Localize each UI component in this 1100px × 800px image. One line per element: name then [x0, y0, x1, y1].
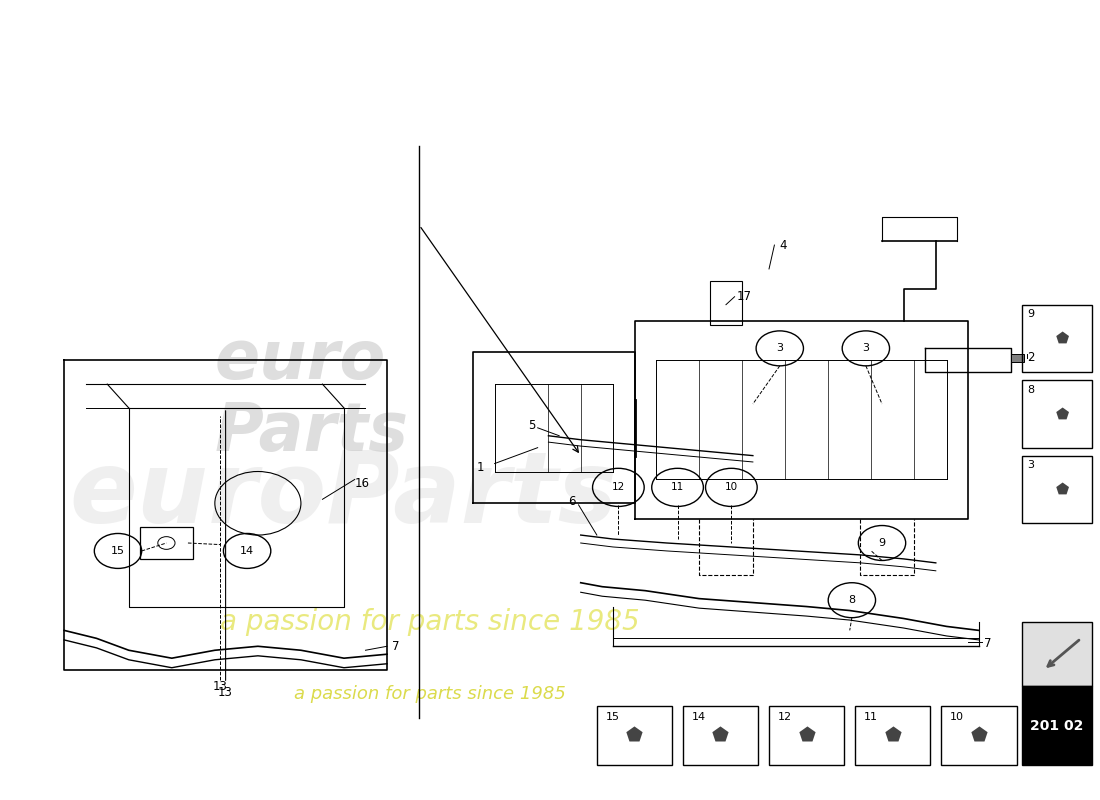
Bar [710, 281, 742, 325]
Text: ⬟: ⬟ [799, 726, 815, 745]
Bar [942, 706, 1016, 766]
Text: Parts: Parts [214, 398, 409, 465]
Text: 8: 8 [1027, 385, 1034, 395]
Bar [1022, 305, 1092, 372]
Text: euroParts: euroParts [69, 447, 618, 544]
Bar [1022, 380, 1092, 448]
Text: ⬟: ⬟ [1056, 406, 1069, 422]
Text: 10: 10 [725, 482, 738, 492]
Text: 17: 17 [737, 290, 751, 303]
Bar [1022, 622, 1092, 686]
Text: 10: 10 [949, 712, 964, 722]
Text: 13: 13 [212, 679, 228, 693]
Text: ⬟: ⬟ [626, 726, 644, 745]
Text: 13: 13 [218, 410, 233, 699]
Text: 1: 1 [476, 461, 484, 474]
Text: 7: 7 [393, 640, 400, 653]
Text: 7: 7 [984, 638, 992, 650]
Text: euro: euro [214, 327, 386, 394]
Text: 5: 5 [528, 419, 536, 432]
Text: 201 02: 201 02 [1031, 718, 1084, 733]
Text: 16: 16 [354, 477, 370, 490]
Text: 6: 6 [568, 495, 575, 508]
Text: 12: 12 [778, 712, 792, 722]
Text: 3: 3 [1027, 460, 1034, 470]
Bar [855, 706, 931, 766]
Text: 2: 2 [1027, 351, 1035, 364]
Text: ⬟: ⬟ [884, 726, 901, 745]
Text: 14: 14 [240, 546, 254, 556]
Text: a passion for parts since 1985: a passion for parts since 1985 [220, 609, 640, 637]
Bar [1022, 456, 1092, 523]
Bar [597, 706, 672, 766]
Text: 11: 11 [671, 482, 684, 492]
Text: ⬟: ⬟ [712, 726, 729, 745]
Text: 9: 9 [1027, 310, 1034, 319]
Bar [1011, 354, 1024, 362]
Bar [140, 527, 194, 559]
Text: 8: 8 [848, 595, 856, 605]
Bar [683, 706, 758, 766]
Text: ⬟: ⬟ [1056, 331, 1069, 346]
Text: 11: 11 [864, 712, 878, 722]
Text: ⬟: ⬟ [970, 726, 988, 745]
Text: 3: 3 [777, 343, 783, 354]
Text: 9: 9 [879, 538, 886, 548]
Text: 15: 15 [605, 712, 619, 722]
Text: 15: 15 [111, 546, 125, 556]
Text: 3: 3 [862, 343, 869, 354]
Text: a passion for parts since 1985: a passion for parts since 1985 [294, 685, 566, 703]
Text: ⬟: ⬟ [1056, 482, 1069, 497]
Text: 4: 4 [780, 238, 788, 251]
Bar [1022, 686, 1092, 766]
Text: 14: 14 [692, 712, 706, 722]
Bar [769, 706, 845, 766]
Text: 12: 12 [612, 482, 625, 492]
